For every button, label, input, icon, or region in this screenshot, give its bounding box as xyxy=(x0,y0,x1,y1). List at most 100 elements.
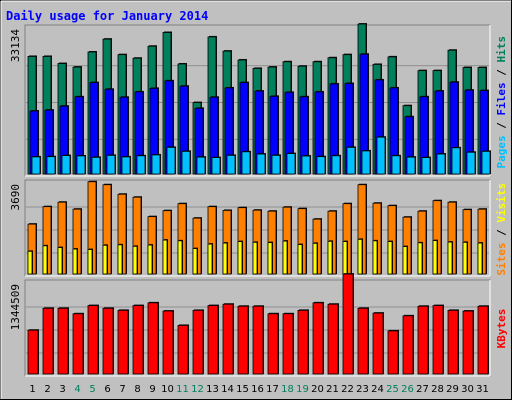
bar-kbytes-day-14 xyxy=(222,303,234,375)
day-label: 3 xyxy=(59,384,65,395)
bar-pages-day-21 xyxy=(331,154,341,175)
bar-pages-day-9 xyxy=(151,153,161,175)
day-label: 10 xyxy=(161,384,174,395)
day-label: 21 xyxy=(326,384,339,395)
bar-pages-day-18 xyxy=(286,152,296,175)
legend-part: Sites xyxy=(495,242,508,275)
bar-pages-day-26 xyxy=(406,156,416,175)
bar-sites-day-22 xyxy=(342,240,348,275)
ymax-label-hits-files-pages: 33134 xyxy=(9,29,22,62)
legend-part: Files xyxy=(495,82,508,115)
bar-pages-day-30 xyxy=(466,151,476,175)
day-label: 25 xyxy=(386,384,399,395)
day-label: 14 xyxy=(221,384,234,395)
day-label: 31 xyxy=(476,384,489,395)
bar-sites-day-10 xyxy=(162,239,168,275)
bar-sites-day-16 xyxy=(252,241,258,275)
bar-kbytes-day-19 xyxy=(297,309,309,375)
day-label: 27 xyxy=(416,384,429,395)
bar-sites-day-28 xyxy=(432,239,438,275)
bar-kbytes-day-26 xyxy=(402,314,414,375)
bar-sites-day-5 xyxy=(87,248,93,275)
bar-sites-day-7 xyxy=(117,243,123,275)
bar-kbytes-day-20 xyxy=(312,301,324,375)
legend-part: Hits xyxy=(495,36,508,63)
bar-kbytes-day-21 xyxy=(327,303,339,375)
bar-pages-day-4 xyxy=(76,154,86,175)
bar-kbytes-day-23 xyxy=(357,307,369,375)
bar-sites-day-2 xyxy=(42,244,48,275)
bar-pages-day-3 xyxy=(61,154,71,175)
bar-kbytes-day-11 xyxy=(177,324,189,375)
bar-kbytes-day-7 xyxy=(117,309,129,375)
bar-sites-day-17 xyxy=(267,241,273,275)
day-label: 8 xyxy=(134,384,140,395)
day-label: 20 xyxy=(311,384,324,395)
chart-title: Daily usage for January 2014 xyxy=(6,9,208,23)
bar-pages-day-12 xyxy=(196,156,206,175)
bar-kbytes-day-12 xyxy=(192,309,204,375)
bar-pages-day-11 xyxy=(181,150,191,175)
bar-sites-day-1 xyxy=(27,250,33,275)
bar-sites-day-13 xyxy=(207,243,213,275)
day-label: 6 xyxy=(104,384,110,395)
bar-pages-day-23 xyxy=(361,149,371,175)
bar-kbytes-day-4 xyxy=(72,312,84,375)
day-label: 5 xyxy=(89,384,95,395)
bar-pages-day-15 xyxy=(241,150,251,175)
day-label: 1 xyxy=(29,384,35,395)
bar-sites-day-24 xyxy=(372,239,378,275)
legend-part: Visits xyxy=(495,183,508,223)
bar-pages-day-7 xyxy=(121,155,131,175)
bar-kbytes-day-13 xyxy=(207,304,219,375)
bar-kbytes-day-25 xyxy=(387,329,399,375)
legend-part: / xyxy=(495,63,508,83)
bar-sites-day-21 xyxy=(327,240,333,275)
chart-panels: 33134 Pages / Files / Hits 3690 Sites / Vis… xyxy=(9,23,508,377)
bar-sites-day-9 xyxy=(147,244,153,275)
bar-kbytes-day-24 xyxy=(372,312,384,375)
day-label: 11 xyxy=(176,384,189,395)
bar-sites-day-27 xyxy=(417,241,423,275)
series-legend-kbytes: KBytes xyxy=(495,309,508,349)
day-label: 26 xyxy=(401,384,414,395)
bar-kbytes-day-30 xyxy=(462,310,474,375)
bar-sites-day-3 xyxy=(57,246,63,275)
bar-pages-day-24 xyxy=(376,136,386,175)
bar-sites-day-31 xyxy=(477,242,483,275)
bar-kbytes-day-6 xyxy=(102,307,114,375)
day-label: 2 xyxy=(44,384,50,395)
bar-sites-day-19 xyxy=(297,243,303,275)
bar-sites-day-30 xyxy=(462,241,468,275)
bar-kbytes-day-15 xyxy=(237,305,249,375)
bar-pages-day-25 xyxy=(391,154,401,175)
bar-pages-day-10 xyxy=(166,146,176,175)
ymax-label-kbytes: 1344509 xyxy=(9,284,22,330)
bar-kbytes-day-22 xyxy=(342,273,354,375)
bar-kbytes-day-10 xyxy=(162,310,174,375)
bar-pages-day-29 xyxy=(451,146,461,175)
bar-sites-day-18 xyxy=(282,240,288,275)
bar-kbytes-day-9 xyxy=(147,301,159,375)
bar-pages-day-1 xyxy=(31,155,41,175)
bar-kbytes-day-2 xyxy=(42,307,54,375)
legend-part: KBytes xyxy=(495,309,508,349)
day-label: 16 xyxy=(251,384,264,395)
bar-pages-day-20 xyxy=(316,155,326,175)
day-label: 12 xyxy=(191,384,204,395)
bar-pages-day-8 xyxy=(136,154,146,175)
bar-pages-day-28 xyxy=(436,153,446,175)
bar-pages-day-19 xyxy=(301,155,311,175)
bar-kbytes-day-17 xyxy=(267,312,279,375)
ymax-label-visits-sites: 3690 xyxy=(9,184,22,211)
day-label: 19 xyxy=(296,384,309,395)
day-label: 22 xyxy=(341,384,354,395)
legend-part: / xyxy=(495,116,508,136)
bar-pages-day-6 xyxy=(106,154,116,175)
day-label: 29 xyxy=(446,384,459,395)
bar-pages-day-2 xyxy=(46,155,56,175)
bar-kbytes-day-16 xyxy=(252,305,264,375)
day-label: 28 xyxy=(431,384,444,395)
day-label: 13 xyxy=(206,384,219,395)
bar-kbytes-day-3 xyxy=(57,307,69,375)
